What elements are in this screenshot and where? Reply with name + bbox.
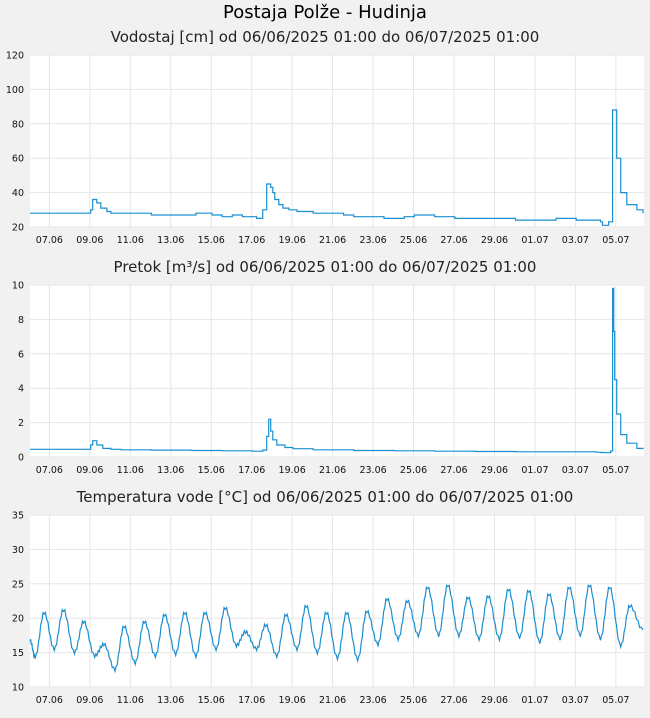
x-tick-label: 27.06 [440, 695, 467, 706]
x-tick-label: 05.07 [602, 235, 629, 246]
chart-discharge: Pretok [m³/s] od 06/06/2025 01:00 do 06/… [0, 258, 650, 488]
x-tick-label: 17.06 [238, 465, 265, 476]
water-temperature-plot: 10 15 20 25 30 35 07.06 09.06 11.06 13.06 15.06 17.… [12, 511, 644, 706]
x-tick-label: 25.06 [400, 695, 427, 706]
chart-water-temperature: Temperatura vode [°C] od 06/06/2025 01:0… [0, 488, 650, 718]
x-tick-label: 07.06 [36, 465, 63, 476]
x-tick-label: 01.07 [521, 695, 548, 706]
chart-title-water-temperature: Temperatura vode [°C] od 06/06/2025 01:0… [76, 488, 574, 506]
x-tick-label: 25.06 [400, 465, 427, 476]
x-tick-label: 03.07 [562, 695, 589, 706]
x-tick-label: 25.06 [400, 235, 427, 246]
x-tick-label: 05.07 [602, 695, 629, 706]
y-tick-label: 80 [12, 119, 24, 130]
x-tick-label: 13.06 [157, 695, 184, 706]
x-tick-label: 27.06 [440, 235, 467, 246]
x-tick-label: 29.06 [481, 465, 508, 476]
y-tick-label: 60 [12, 154, 24, 165]
x-tick-label: 01.07 [521, 465, 548, 476]
x-tick-label: 09.06 [76, 465, 103, 476]
x-tick-label: 09.06 [76, 235, 103, 246]
water-level-plot: 20 40 60 80 100 120 07.06 09.06 11.06 13.06 15.06 1… [6, 51, 644, 246]
y-tick-label: 35 [12, 511, 24, 522]
x-tick-label: 23.06 [359, 465, 386, 476]
y-tick-label: 20 [12, 614, 24, 625]
x-tick-label: 27.06 [440, 465, 467, 476]
x-tick-label: 13.06 [157, 465, 184, 476]
x-tick-label: 03.07 [562, 465, 589, 476]
y-tick-label: 40 [12, 188, 24, 199]
x-tick-label: 15.06 [198, 695, 225, 706]
x-tick-label: 15.06 [198, 465, 225, 476]
y-tick-label: 120 [6, 51, 24, 62]
x-tick-label: 23.06 [359, 235, 386, 246]
y-tick-label: 10 [12, 281, 24, 292]
series-line [30, 287, 644, 454]
x-tick-label: 23.06 [359, 695, 386, 706]
series-line [30, 109, 644, 226]
x-tick-label: 17.06 [238, 235, 265, 246]
series-line [29, 584, 644, 674]
y-tick-label: 10 [12, 683, 24, 694]
plot-area [30, 285, 644, 457]
y-tick-label: 30 [12, 545, 24, 556]
x-tick-label: 07.06 [36, 235, 63, 246]
plot-area [30, 55, 644, 227]
y-tick-label: 8 [18, 315, 24, 326]
y-tick-label: 4 [18, 384, 24, 395]
y-tick-label: 6 [18, 349, 24, 360]
y-tick-label: 20 [12, 223, 24, 234]
x-tick-label: 11.06 [117, 695, 144, 706]
x-tick-label: 19.06 [279, 235, 306, 246]
x-tick-label: 03.07 [562, 235, 589, 246]
y-tick-label: 0 [18, 453, 24, 464]
x-tick-label: 07.06 [36, 695, 63, 706]
main-title: Postaja Polže - Hudinja [223, 2, 427, 23]
x-tick-label: 19.06 [279, 465, 306, 476]
x-tick-label: 19.06 [279, 695, 306, 706]
y-tick-label: 2 [18, 418, 24, 429]
x-tick-label: 29.06 [481, 695, 508, 706]
x-tick-label: 21.06 [319, 235, 346, 246]
x-tick-label: 01.07 [521, 235, 548, 246]
chart-title-discharge: Pretok [m³/s] od 06/06/2025 01:00 do 06/… [113, 258, 537, 276]
y-tick-label: 25 [12, 579, 24, 590]
chart-water-level: Vodostaj [cm] od 06/06/2025 01:00 do 06/… [0, 28, 650, 258]
x-tick-label: 21.06 [319, 465, 346, 476]
x-tick-label: 17.06 [238, 695, 265, 706]
x-tick-label: 11.06 [117, 465, 144, 476]
y-tick-label: 100 [6, 85, 24, 96]
x-tick-label: 21.06 [319, 695, 346, 706]
x-tick-label: 15.06 [198, 235, 225, 246]
x-tick-label: 09.06 [76, 695, 103, 706]
x-tick-label: 05.07 [602, 465, 629, 476]
y-tick-label: 15 [12, 648, 24, 659]
chart-title-water-level: Vodostaj [cm] od 06/06/2025 01:00 do 06/… [110, 28, 540, 46]
x-tick-label: 11.06 [117, 235, 144, 246]
x-tick-label: 13.06 [157, 235, 184, 246]
discharge-plot: 0 2 4 6 8 10 07.06 09.06 11.06 13.06 15.06 17.06 19.… [12, 281, 644, 476]
x-tick-label: 29.06 [481, 235, 508, 246]
